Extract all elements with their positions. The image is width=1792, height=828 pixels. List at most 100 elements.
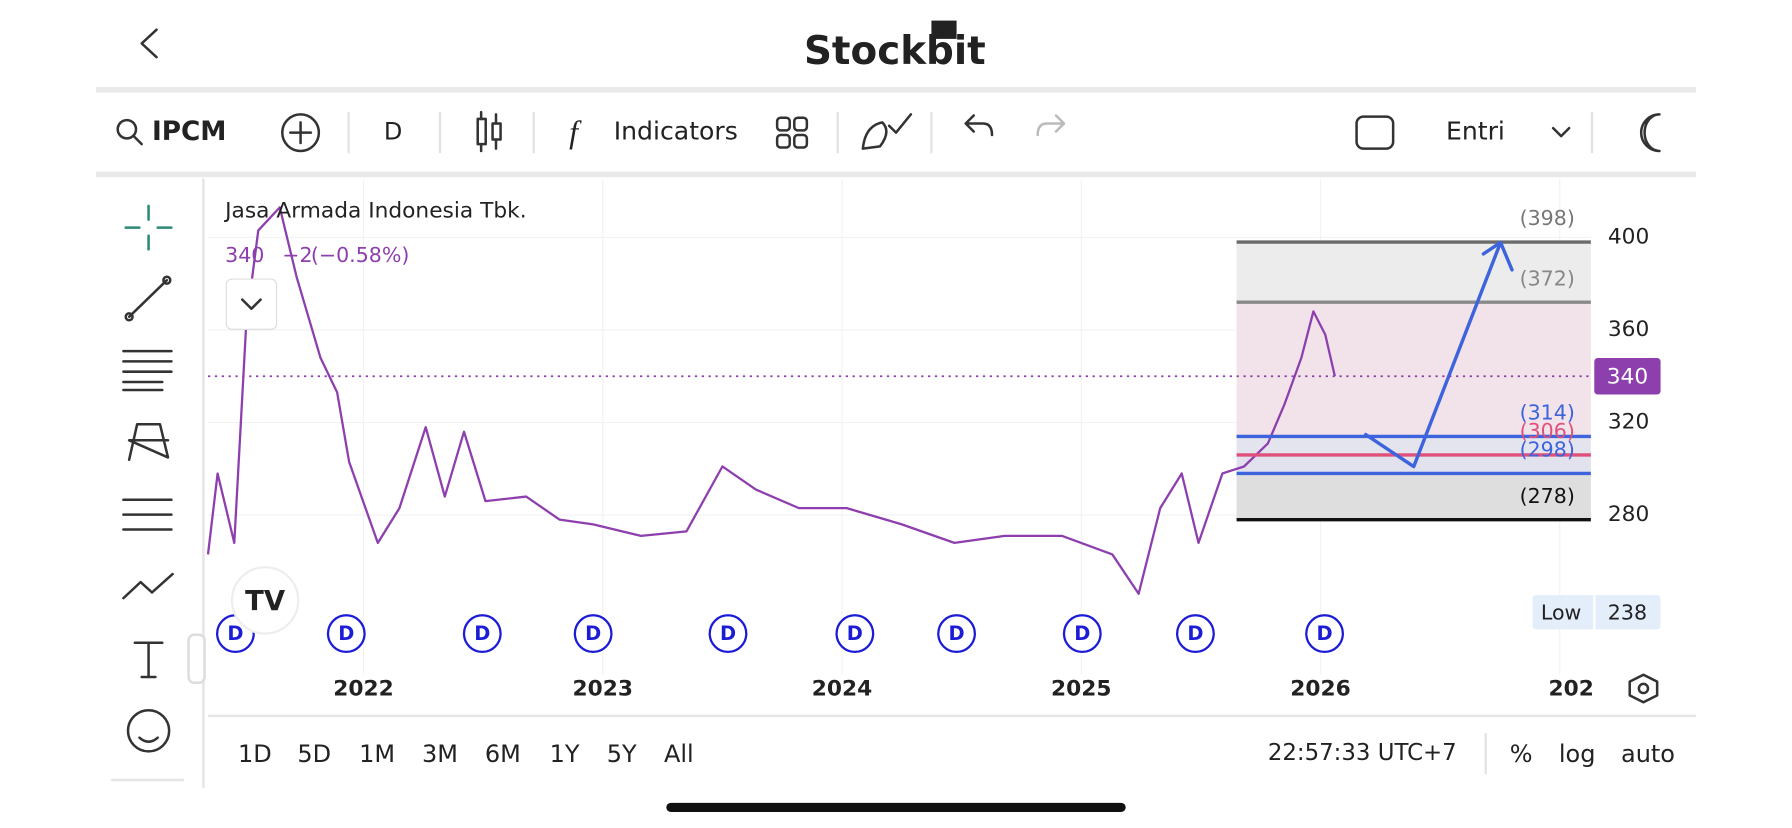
projection-tool[interactable] <box>122 498 173 531</box>
clock: 22:57:33 UTC+7 <box>1268 740 1457 766</box>
separator <box>96 171 1696 178</box>
trend-line-tool[interactable] <box>127 278 169 319</box>
dividend-label: D <box>585 622 601 645</box>
forecast-tool[interactable] <box>122 572 174 600</box>
add-symbol[interactable] <box>281 113 321 153</box>
dividend-marker[interactable] <box>573 614 613 654</box>
dividend-label: D <box>227 622 243 645</box>
range-button[interactable]: 1Y <box>550 740 580 768</box>
svg-text:TV: TV <box>245 586 286 617</box>
last-price-tag-label: 340 <box>1607 364 1648 389</box>
layout-menu[interactable] <box>1551 126 1571 138</box>
back-button[interactable] <box>140 28 158 59</box>
text-tool[interactable] <box>133 641 164 679</box>
logo-icon <box>931 20 957 39</box>
dividend-marker[interactable] <box>1062 614 1102 654</box>
fib-tool[interactable] <box>122 349 173 392</box>
fib-zone <box>1236 302 1591 437</box>
low-tag <box>1532 595 1661 630</box>
redo[interactable] <box>1036 114 1066 137</box>
x-tick-label: 2024 <box>812 677 872 702</box>
separator <box>96 86 1696 93</box>
drawing-tools <box>110 178 206 789</box>
toolbar: IPCM D f Indicators Entri <box>116 110 1661 154</box>
low-label: Low <box>1541 600 1581 624</box>
chart-legend: Jasa Armada Indonesia Tbk. 340 −2 (−0.58… <box>223 199 527 330</box>
crosshair-tool[interactable] <box>124 204 173 251</box>
y-tick-label: 320 <box>1608 410 1649 435</box>
indicators[interactable]: Indicators <box>614 117 738 146</box>
range-button[interactable]: 5D <box>297 740 331 768</box>
scale-option[interactable]: log <box>1559 740 1596 768</box>
dividend-marker[interactable] <box>835 614 875 654</box>
layout-name[interactable]: Entri <box>1446 117 1505 146</box>
fib-zone <box>1236 436 1591 455</box>
fib-zone <box>1236 242 1591 303</box>
range-button[interactable]: 6M <box>485 740 521 768</box>
fib-label: (298) <box>1520 438 1575 462</box>
dividend-label: D <box>847 622 863 645</box>
dividend-marker[interactable] <box>937 614 976 654</box>
logo: Stockbit <box>804 29 986 74</box>
dividend-marker[interactable] <box>462 614 502 654</box>
legend-toggle[interactable] <box>225 278 278 330</box>
range-button[interactable]: All <box>664 740 694 768</box>
dividend-label: D <box>720 622 736 645</box>
price-change: −2 <box>282 243 312 267</box>
fx-icon[interactable]: f <box>569 113 582 149</box>
scale-option[interactable]: auto <box>1621 740 1675 768</box>
dividend-marker[interactable] <box>326 614 366 654</box>
chart-type[interactable] <box>476 117 487 146</box>
dividend-label: D <box>338 622 354 645</box>
collapse-handle[interactable] <box>187 633 206 685</box>
range-button[interactable]: 1M <box>359 740 395 768</box>
drawing-icon[interactable] <box>861 113 913 150</box>
scale-option[interactable]: % <box>1510 740 1533 768</box>
y-tick-label: 360 <box>1608 317 1649 342</box>
fib-label: (372) <box>1520 266 1575 290</box>
dividend-marker[interactable] <box>1176 614 1215 654</box>
theme-toggle[interactable] <box>1639 113 1661 153</box>
footer: 22:57:33 UTC+7 1D 5D 1M 3M 6M 1Y 5Y All% log auto <box>238 733 1675 775</box>
x-tick-label: 2022 <box>333 677 393 702</box>
dividend-marker[interactable] <box>708 614 748 654</box>
dividend-label: D <box>1187 622 1203 645</box>
fib-label: (314) <box>1520 401 1575 425</box>
range-button[interactable]: 3M <box>422 740 458 768</box>
undo[interactable] <box>964 114 994 137</box>
icon-tool[interactable] <box>126 708 171 753</box>
chart-title: Jasa Armada Indonesia Tbk. <box>223 199 526 224</box>
price-change-percent: (−0.58%) <box>311 243 410 267</box>
x-tick-label: 2023 <box>573 677 633 702</box>
fib-label: (398) <box>1520 206 1575 230</box>
range-button[interactable]: 1D <box>238 740 272 768</box>
fib-zone <box>1236 473 1591 520</box>
x-tick-label: 2026 <box>1290 677 1350 702</box>
dividend-label: D <box>1074 622 1090 645</box>
y-tick-label: 400 <box>1608 224 1649 249</box>
fullscreen[interactable] <box>1355 115 1395 150</box>
low-value: 238 <box>1608 600 1647 624</box>
plot-area: 280 320 360 400 2022 2023 2024 2025 2026 202 (398)… <box>206 179 1661 702</box>
x-tick-label: 2025 <box>1051 677 1111 702</box>
pattern-tool[interactable] <box>127 423 170 462</box>
dividend-label: D <box>1317 622 1333 645</box>
symbol[interactable]: IPCM <box>152 117 226 147</box>
drawn-arrow <box>1363 240 1514 469</box>
range-button[interactable]: 5Y <box>607 740 637 768</box>
fib-label: (306) <box>1520 419 1575 443</box>
fib-label: (278) <box>1520 484 1575 508</box>
dividend-label: D <box>949 622 965 645</box>
interval[interactable]: D <box>384 118 402 146</box>
x-tick-label: 202 <box>1549 677 1594 702</box>
dividend-marker[interactable] <box>1305 614 1344 654</box>
axis-settings[interactable] <box>1628 673 1659 704</box>
search-icon[interactable] <box>116 118 138 140</box>
layout-icon[interactable] <box>775 116 809 149</box>
last-price-tag <box>1594 357 1661 395</box>
home-indicator <box>666 802 1126 812</box>
dividend-label: D <box>474 622 490 645</box>
y-tick-label: 280 <box>1608 502 1649 527</box>
